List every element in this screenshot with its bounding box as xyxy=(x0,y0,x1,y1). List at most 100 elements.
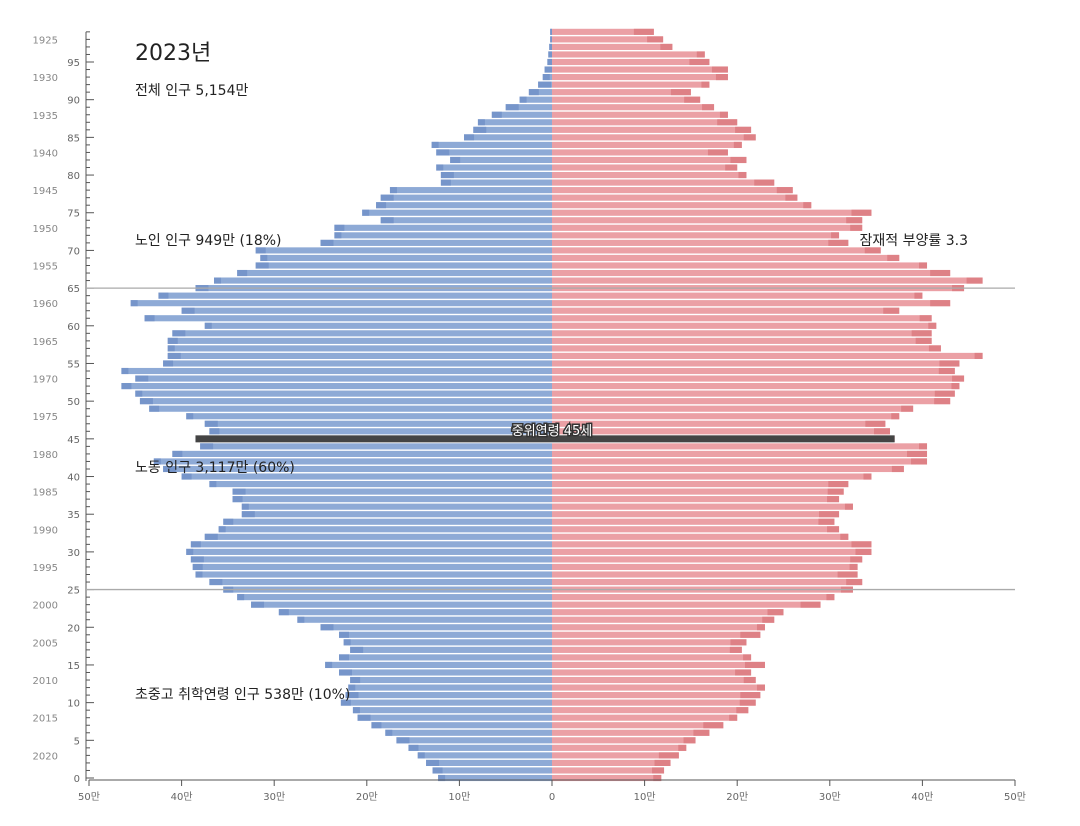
birth-year-label: 2005 xyxy=(33,638,58,649)
female-bar-edge-age-83 xyxy=(707,149,728,156)
female-bar-age-44 xyxy=(552,443,928,450)
male-bar-age-17 xyxy=(350,646,552,653)
bars-group xyxy=(121,28,983,782)
age-tick-label: 45 xyxy=(67,435,80,446)
male-bar-age-4 xyxy=(408,744,552,751)
elderly-population-label: 노인 인구 949만 (18%) xyxy=(135,233,282,249)
male-bar-age-42 xyxy=(153,458,552,465)
male-bar-edge-age-54 xyxy=(121,367,129,375)
male-bar-age-82 xyxy=(450,156,552,164)
male-bar-age-69 xyxy=(260,254,552,262)
female-bar-edge-age-18 xyxy=(730,639,747,646)
female-bar-edge-age-47 xyxy=(865,420,886,427)
age-tick-label: 35 xyxy=(67,510,80,521)
male-bar-age-31 xyxy=(190,541,553,548)
male-bar-edge-age-10 xyxy=(340,699,351,706)
female-bar-age-31 xyxy=(552,541,872,548)
age-tick-label: 50 xyxy=(67,397,80,408)
female-bar-edge-age-93 xyxy=(715,74,728,81)
female-bar-edge-age-68 xyxy=(919,262,928,269)
female-bar-age-34 xyxy=(552,518,835,525)
male-bar-edge-age-97 xyxy=(549,43,552,50)
female-bar-age-92 xyxy=(552,81,710,88)
male-bar-age-26 xyxy=(209,578,552,586)
female-bar-age-80 xyxy=(552,171,747,179)
male-bar-age-29 xyxy=(190,556,553,563)
male-bar-age-7 xyxy=(371,722,552,729)
female-bar-edge-age-77 xyxy=(785,194,798,201)
male-bar-edge-age-47 xyxy=(204,420,218,427)
female-bar-edge-age-9 xyxy=(736,707,749,714)
annotations-group: 2023년 전체 인구 5,154만 노인 인구 949만 (18%) 잠재적 … xyxy=(135,41,968,703)
female-bar-edge-age-94 xyxy=(711,66,728,73)
male-bar-age-2 xyxy=(426,759,552,766)
female-bar-edge-age-61 xyxy=(919,315,932,322)
female-bar-edge-age-57 xyxy=(928,345,941,352)
male-bar-age-56 xyxy=(167,352,552,360)
female-bar-age-71 xyxy=(552,239,849,246)
male-bar-edge-age-33 xyxy=(218,526,226,533)
male-bar-edge-age-85 xyxy=(464,134,475,141)
birth-year-label: 1970 xyxy=(33,375,58,386)
female-bar-edge-age-63 xyxy=(930,300,951,307)
female-bar-age-53 xyxy=(552,375,965,382)
median-age-label: 중위연령 45세 xyxy=(512,424,592,439)
female-bar-age-19 xyxy=(552,631,761,638)
age-tick-label: 70 xyxy=(67,246,80,257)
female-bar-edge-age-35 xyxy=(819,511,840,518)
male-bar-edge-age-21 xyxy=(297,616,305,623)
female-bar-age-8 xyxy=(552,714,738,721)
male-bar-edge-age-93 xyxy=(542,74,550,81)
female-bar-age-57 xyxy=(552,345,941,352)
birth-year-label: 2010 xyxy=(33,676,58,687)
female-bar-edge-age-28 xyxy=(849,563,858,571)
female-bar-edge-age-55 xyxy=(939,360,960,367)
female-bar-age-72 xyxy=(552,232,840,239)
female-bar-age-58 xyxy=(552,337,932,344)
female-bar-edge-age-12 xyxy=(756,684,765,691)
female-bar-age-30 xyxy=(552,548,872,555)
female-bar-age-75 xyxy=(552,209,872,216)
x-axis-tick-label: 50만 xyxy=(1004,791,1026,803)
male-bar-age-22 xyxy=(278,609,552,616)
female-bar-age-89 xyxy=(552,104,715,111)
female-bar-age-64 xyxy=(552,292,923,299)
male-bar-edge-age-15 xyxy=(325,661,333,669)
female-bar-edge-age-72 xyxy=(831,232,840,239)
female-bar-age-86 xyxy=(552,126,752,133)
age-tick-label: 60 xyxy=(67,322,80,333)
female-bar-age-76 xyxy=(552,202,812,209)
female-bar-edge-age-59 xyxy=(911,330,932,337)
female-bar-edge-age-66 xyxy=(966,277,983,284)
birth-year-label: 1990 xyxy=(33,525,58,536)
age-tick-label: 80 xyxy=(67,171,80,182)
male-bar-age-55 xyxy=(163,360,552,367)
male-bar-age-68 xyxy=(255,262,552,269)
female-bar-age-46 xyxy=(552,428,890,435)
male-bar-edge-age-38 xyxy=(232,488,246,495)
female-bar-age-2 xyxy=(552,759,671,766)
male-bar-edge-age-42 xyxy=(153,458,161,465)
male-bar-edge-age-29 xyxy=(190,556,204,563)
female-bar-edge-age-58 xyxy=(915,337,932,344)
female-bar-age-37 xyxy=(552,496,840,503)
male-bar-edge-age-23 xyxy=(251,601,265,608)
male-bar-age-60 xyxy=(204,322,552,329)
male-bar-age-49 xyxy=(149,405,552,412)
male-bar-edge-age-5 xyxy=(396,737,410,744)
female-bar-age-47 xyxy=(552,420,886,427)
male-bar-age-9 xyxy=(352,707,552,714)
male-bar-age-72 xyxy=(334,232,552,239)
male-bar-age-12 xyxy=(348,684,552,691)
age-tick-label: 15 xyxy=(67,661,80,672)
male-bar-age-53 xyxy=(135,375,553,382)
birth-year-label: 1950 xyxy=(33,224,58,235)
female-bar-age-90 xyxy=(552,96,701,103)
female-bar-edge-age-85 xyxy=(743,134,756,141)
female-bar-age-99 xyxy=(552,28,654,35)
male-bar-age-50 xyxy=(139,398,552,405)
male-bar-edge-age-51 xyxy=(135,390,143,397)
male-bar-age-74 xyxy=(380,217,552,224)
male-bar-age-28 xyxy=(192,563,552,571)
male-bar-edge-age-71 xyxy=(320,239,334,246)
